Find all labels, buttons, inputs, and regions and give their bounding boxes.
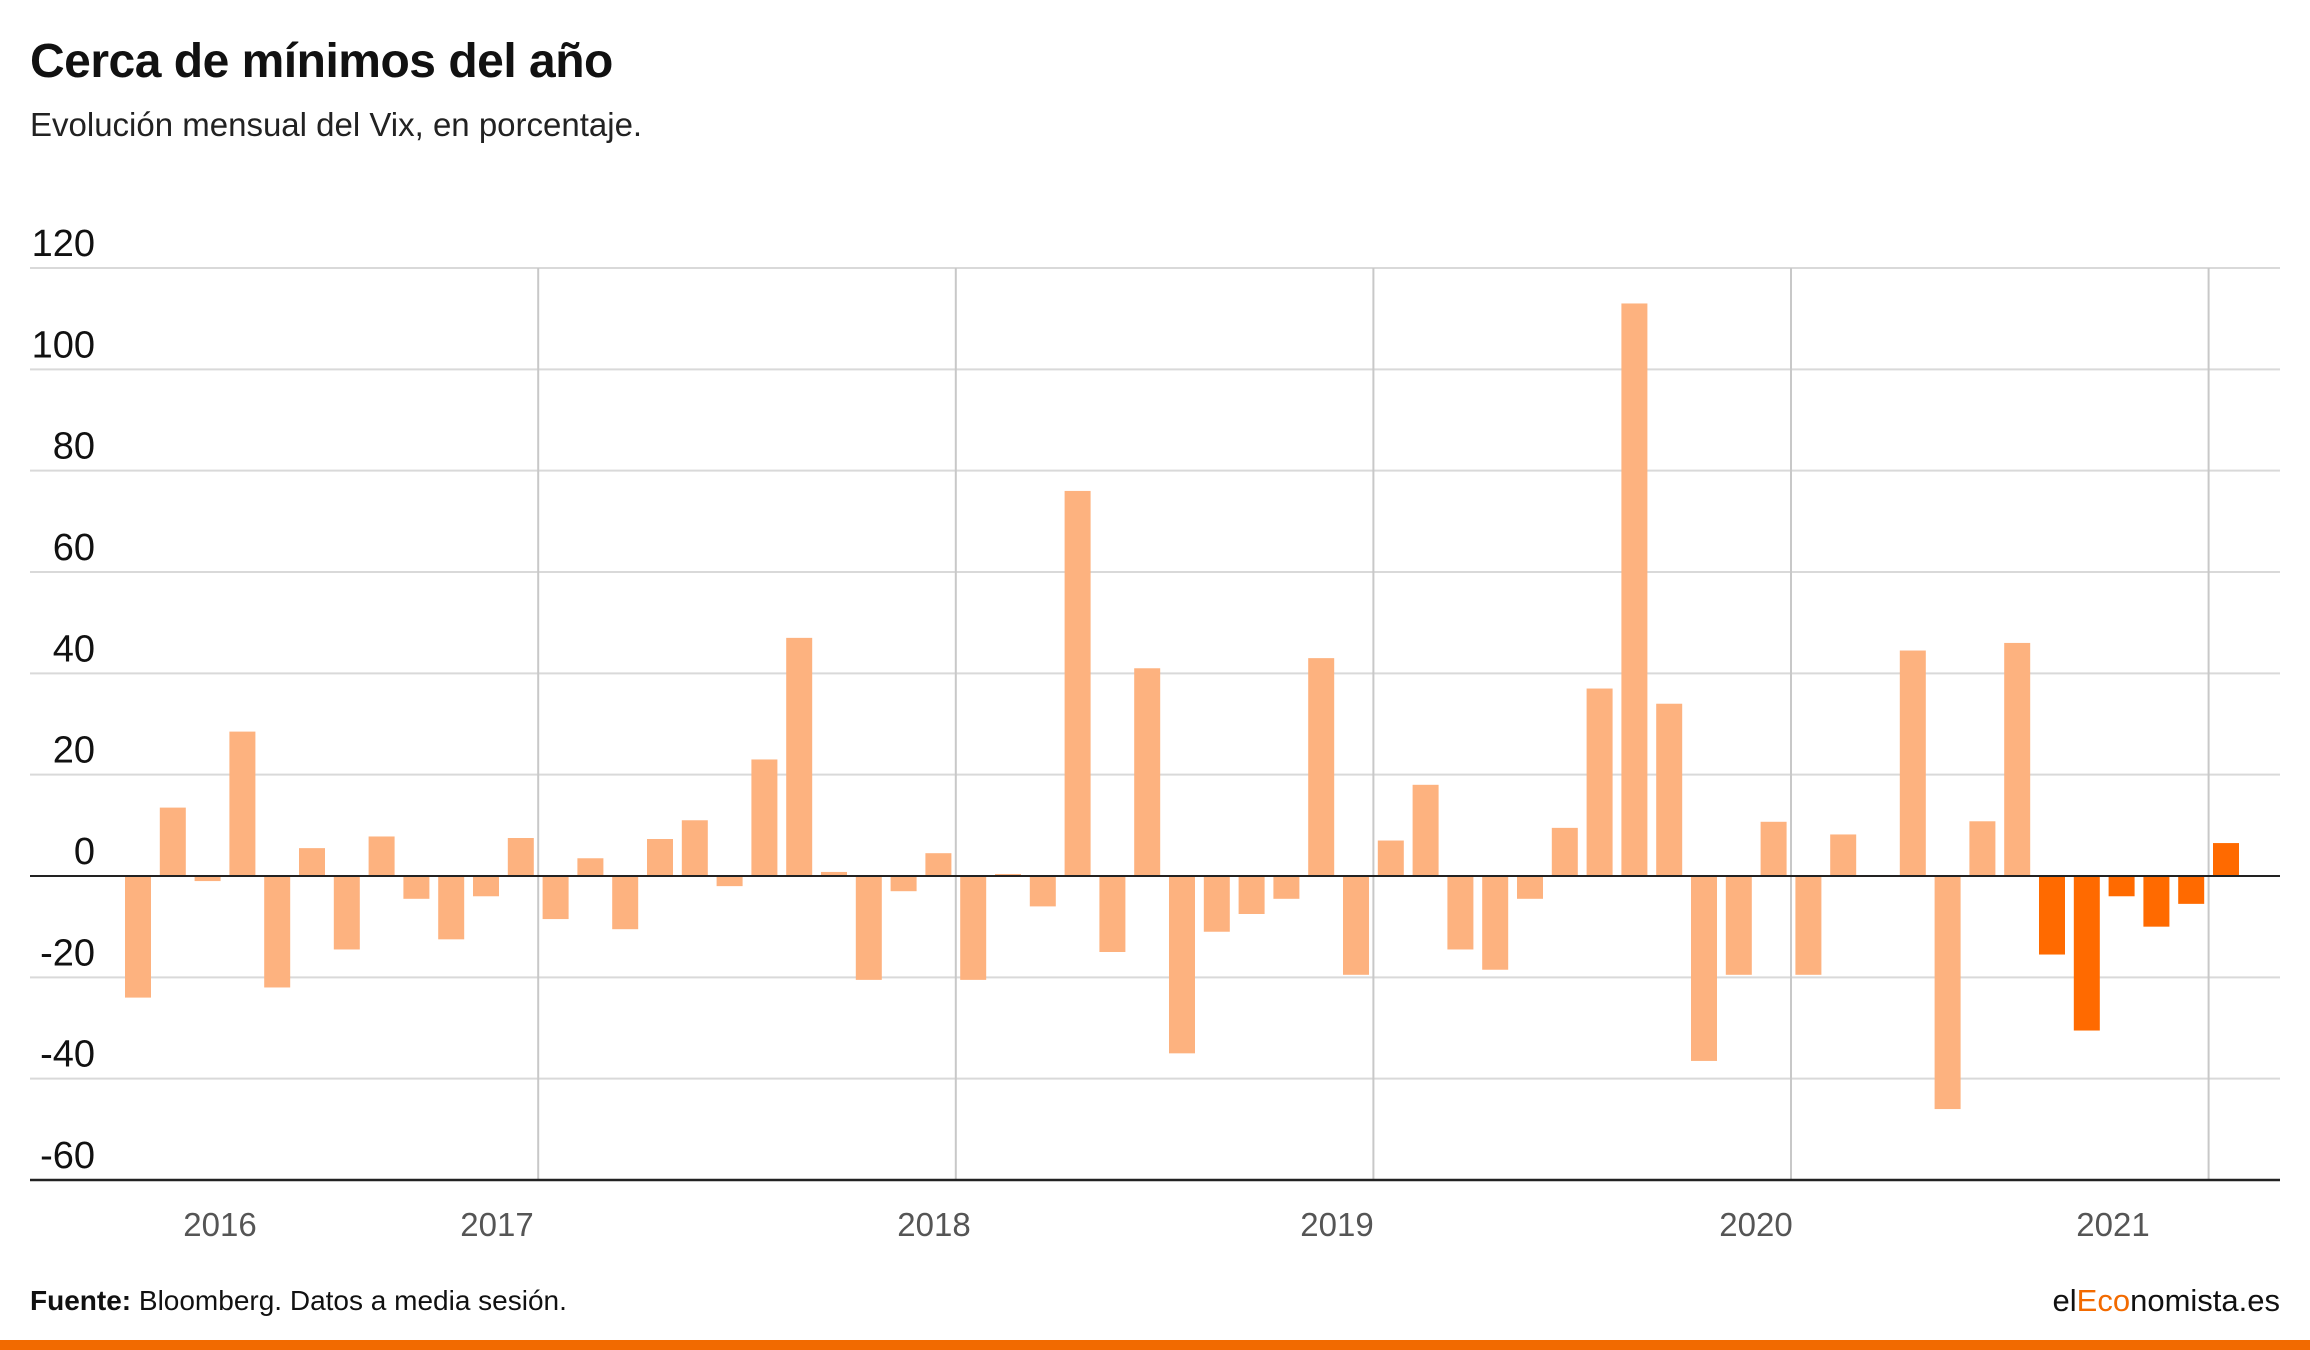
y-tick-label: 40 — [53, 628, 95, 670]
bar — [1169, 876, 1195, 1054]
bar — [647, 839, 673, 876]
bar — [507, 838, 534, 876]
bar — [1725, 876, 1752, 975]
bar — [1969, 821, 1996, 876]
bar — [125, 876, 151, 998]
bar — [473, 876, 499, 897]
bar — [1273, 876, 1300, 899]
bar — [299, 848, 325, 876]
bar — [368, 836, 395, 876]
bar — [1830, 834, 1857, 876]
y-tick-label: 100 — [32, 324, 95, 366]
bar — [2004, 642, 2031, 876]
bar — [1517, 876, 1543, 899]
bar — [229, 731, 256, 876]
bar — [542, 876, 569, 920]
bar — [194, 876, 221, 882]
y-tick-label: 60 — [53, 527, 95, 569]
y-tick-label: -20 — [40, 932, 95, 974]
y-tick-label: 0 — [74, 831, 95, 873]
source-text: Bloomberg. Datos a media sesión. — [131, 1285, 567, 1316]
source-note: Fuente: Bloomberg. Datos a media sesión. — [30, 1285, 567, 1317]
bar — [1795, 876, 1822, 975]
bar — [438, 876, 465, 940]
bar — [1447, 876, 1474, 950]
brand-logo: elEconomista.es — [2053, 1283, 2280, 1319]
bar — [1899, 650, 1926, 876]
bar — [855, 876, 882, 980]
chart-subtitle: Evolución mensual del Vix, en porcentaje… — [30, 106, 643, 143]
bar — [1308, 658, 1335, 876]
bar-2021 — [2073, 876, 2100, 1031]
bar — [264, 876, 291, 988]
source-label: Fuente: — [30, 1285, 132, 1316]
bar — [1412, 784, 1439, 876]
bar — [716, 876, 743, 887]
bar — [1134, 668, 1161, 876]
bar-chart: 120 100 80 60 40 20 0 -20 -40 -60 2016 2017 2018 2019… — [30, 223, 2280, 1243]
bar — [751, 759, 778, 876]
bar — [995, 873, 1021, 876]
x-year-label: 2018 — [897, 1206, 970, 1243]
bar-2021 — [2143, 876, 2170, 927]
x-year-label: 2020 — [1719, 1206, 1792, 1243]
y-tick-label: 20 — [53, 730, 95, 772]
bar — [1203, 876, 1230, 932]
x-year-label: 2017 — [460, 1206, 533, 1243]
bar-2021 — [2108, 876, 2135, 897]
bar-2021 — [2178, 876, 2205, 904]
bar — [1482, 876, 1509, 970]
bar — [1029, 876, 1056, 907]
bar — [821, 871, 847, 876]
bar — [612, 876, 639, 930]
bar — [925, 853, 952, 876]
bar — [1064, 490, 1091, 876]
bar — [1343, 876, 1369, 975]
bar — [1586, 688, 1613, 876]
bar — [1238, 876, 1265, 914]
bar — [1621, 303, 1648, 876]
bar — [333, 876, 360, 950]
bar — [1377, 840, 1404, 876]
bar — [1656, 703, 1683, 876]
y-tick-label: 120 — [32, 223, 95, 265]
chart-title: Cerca de mínimos del año — [30, 35, 613, 88]
bar — [890, 876, 917, 892]
bar — [159, 807, 186, 876]
x-year-label: 2019 — [1300, 1206, 1373, 1243]
bar — [1934, 876, 1961, 1110]
y-tick-label: -60 — [40, 1135, 95, 1177]
bar — [1760, 821, 1787, 876]
bar-2021 — [2213, 843, 2239, 876]
bar — [403, 876, 430, 899]
brand-accent: Eco — [2076, 1283, 2131, 1318]
bar — [577, 858, 604, 876]
brand-suffix: nomista.es — [2130, 1283, 2280, 1318]
bar — [1099, 876, 1126, 952]
x-year-label: 2016 — [183, 1206, 256, 1243]
bar — [681, 820, 708, 876]
brand-prefix: el — [2052, 1283, 2077, 1318]
y-tick-label: 80 — [53, 426, 95, 468]
x-year-label: 2021 — [2076, 1206, 2149, 1243]
bar — [960, 876, 987, 980]
bar-2021 — [2039, 876, 2065, 955]
bar — [1691, 876, 1717, 1061]
bar — [1551, 827, 1578, 876]
bar — [786, 637, 813, 876]
brand-stripe — [0, 1340, 2310, 1350]
y-tick-label: -40 — [40, 1034, 95, 1076]
